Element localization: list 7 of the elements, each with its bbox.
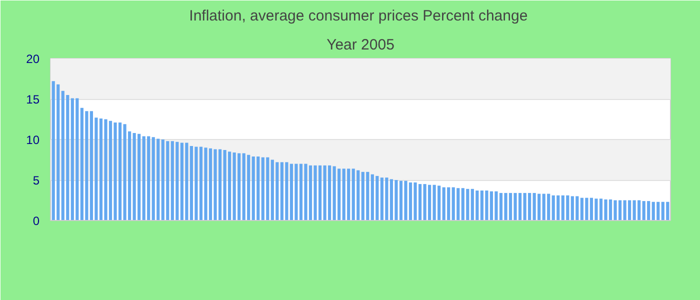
y-tick-label: 15 — [26, 92, 40, 106]
y-tick-label: 0 — [32, 214, 40, 228]
y-tick-label: 20 — [26, 52, 40, 66]
y-tick-label: 10 — [26, 133, 40, 147]
chart-subtitle: Year 2005 — [326, 36, 394, 54]
chart-title: Inflation, average consumer prices Percent change — [189, 8, 528, 24]
y-tick-label: 5 — [32, 174, 40, 188]
